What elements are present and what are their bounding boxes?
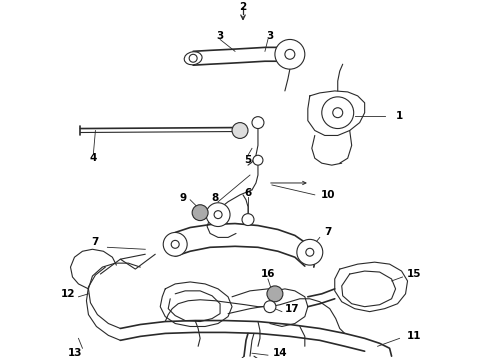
Text: 11: 11 xyxy=(407,332,422,341)
Text: 3: 3 xyxy=(217,31,224,41)
Circle shape xyxy=(322,97,354,129)
Circle shape xyxy=(267,286,283,302)
Text: 6: 6 xyxy=(245,188,252,198)
Text: 12: 12 xyxy=(61,289,76,299)
Text: 13: 13 xyxy=(68,348,83,358)
Circle shape xyxy=(171,240,179,248)
Text: 4: 4 xyxy=(90,153,97,163)
Circle shape xyxy=(163,233,187,256)
Text: 5: 5 xyxy=(245,155,252,165)
Circle shape xyxy=(189,54,197,62)
Text: 2: 2 xyxy=(240,2,246,12)
Ellipse shape xyxy=(184,52,202,65)
Circle shape xyxy=(297,239,323,265)
Text: 14: 14 xyxy=(272,348,287,358)
Text: 10: 10 xyxy=(320,190,335,200)
Text: 17: 17 xyxy=(285,304,299,314)
Circle shape xyxy=(252,117,264,129)
Circle shape xyxy=(242,213,254,225)
Circle shape xyxy=(214,211,222,219)
Circle shape xyxy=(285,49,295,59)
Text: 16: 16 xyxy=(261,269,275,279)
Circle shape xyxy=(264,301,276,312)
Circle shape xyxy=(192,205,208,221)
Circle shape xyxy=(275,40,305,69)
Text: 1: 1 xyxy=(396,111,403,121)
Text: 7: 7 xyxy=(324,228,331,238)
Circle shape xyxy=(306,248,314,256)
Text: 9: 9 xyxy=(180,193,187,203)
Circle shape xyxy=(333,108,343,118)
Circle shape xyxy=(253,155,263,165)
Text: 8: 8 xyxy=(212,193,219,203)
Text: 7: 7 xyxy=(92,237,99,247)
Circle shape xyxy=(232,123,248,139)
Text: 15: 15 xyxy=(407,269,422,279)
Circle shape xyxy=(206,203,230,226)
Text: 3: 3 xyxy=(266,31,273,41)
